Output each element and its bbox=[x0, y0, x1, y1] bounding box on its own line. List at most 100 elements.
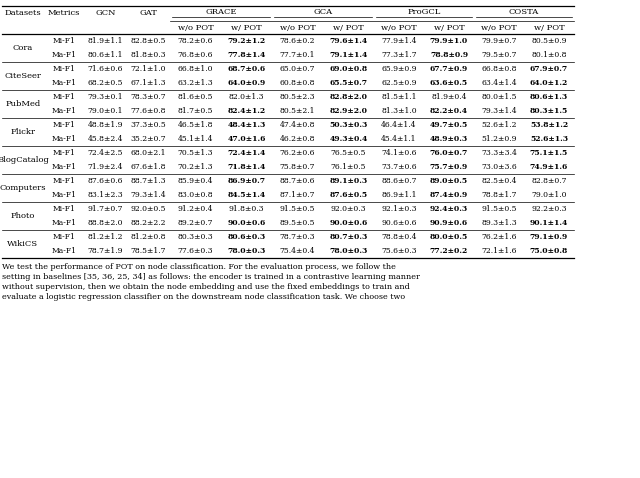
Text: 82.8±0.5: 82.8±0.5 bbox=[131, 37, 166, 45]
Text: 81.8±0.3: 81.8±0.3 bbox=[131, 51, 166, 59]
Text: 67.6±1.8: 67.6±1.8 bbox=[131, 163, 166, 171]
Text: 71.6±0.6: 71.6±0.6 bbox=[88, 65, 124, 73]
Text: 72.4±1.4: 72.4±1.4 bbox=[227, 149, 266, 157]
Text: 65.9±0.9: 65.9±0.9 bbox=[381, 65, 417, 73]
Text: 64.0±1.2: 64.0±1.2 bbox=[530, 79, 568, 87]
Text: Mi-F1: Mi-F1 bbox=[52, 121, 76, 129]
Text: 66.8±0.8: 66.8±0.8 bbox=[481, 65, 516, 73]
Text: 76.1±0.5: 76.1±0.5 bbox=[331, 163, 366, 171]
Text: 71.9±2.4: 71.9±2.4 bbox=[88, 163, 124, 171]
Text: 80.3±1.5: 80.3±1.5 bbox=[530, 107, 568, 115]
Text: 79.3±1.4: 79.3±1.4 bbox=[481, 107, 517, 115]
Text: 90.9±0.6: 90.9±0.6 bbox=[430, 219, 468, 227]
Text: 90.0±0.6: 90.0±0.6 bbox=[227, 219, 266, 227]
Text: 52.6±1.2: 52.6±1.2 bbox=[481, 121, 516, 129]
Text: 88.8±2.0: 88.8±2.0 bbox=[88, 219, 124, 227]
Text: 80.7±0.3: 80.7±0.3 bbox=[330, 233, 368, 241]
Text: 48.9±0.3: 48.9±0.3 bbox=[430, 135, 468, 143]
Text: 86.9±1.1: 86.9±1.1 bbox=[381, 191, 417, 199]
Text: 88.7±0.6: 88.7±0.6 bbox=[280, 177, 316, 185]
Text: 81.7±0.5: 81.7±0.5 bbox=[178, 107, 213, 115]
Text: 53.8±1.2: 53.8±1.2 bbox=[530, 121, 568, 129]
Text: 80.3±0.3: 80.3±0.3 bbox=[178, 233, 213, 241]
Text: 73.7±0.6: 73.7±0.6 bbox=[381, 163, 417, 171]
Text: 47.0±1.6: 47.0±1.6 bbox=[227, 135, 266, 143]
Text: 80.5±2.3: 80.5±2.3 bbox=[280, 93, 316, 101]
Text: w/ POT: w/ POT bbox=[534, 23, 564, 32]
Text: 87.1±0.7: 87.1±0.7 bbox=[280, 191, 316, 199]
Text: 82.0±1.3: 82.0±1.3 bbox=[228, 93, 264, 101]
Text: 74.1±0.6: 74.1±0.6 bbox=[381, 149, 417, 157]
Text: w/o POT: w/o POT bbox=[178, 23, 213, 32]
Text: 81.3±1.0: 81.3±1.0 bbox=[381, 107, 417, 115]
Text: 75.8±0.7: 75.8±0.7 bbox=[280, 163, 316, 171]
Text: 89.0±0.5: 89.0±0.5 bbox=[430, 177, 468, 185]
Text: Mi-F1: Mi-F1 bbox=[52, 93, 76, 101]
Text: 76.2±0.6: 76.2±0.6 bbox=[280, 149, 316, 157]
Text: 83.0±0.8: 83.0±0.8 bbox=[178, 191, 213, 199]
Text: 89.3±1.3: 89.3±1.3 bbox=[481, 219, 517, 227]
Text: 46.4±1.4: 46.4±1.4 bbox=[381, 121, 417, 129]
Text: 92.4±0.3: 92.4±0.3 bbox=[430, 205, 468, 213]
Text: 63.6±0.5: 63.6±0.5 bbox=[430, 79, 468, 87]
Text: 87.4±0.9: 87.4±0.9 bbox=[430, 191, 468, 199]
Text: 91.5±0.5: 91.5±0.5 bbox=[481, 205, 516, 213]
Text: 90.0±0.6: 90.0±0.6 bbox=[330, 219, 367, 227]
Text: 81.6±0.5: 81.6±0.5 bbox=[178, 93, 213, 101]
Text: 76.2±1.6: 76.2±1.6 bbox=[481, 233, 516, 241]
Text: 81.2±1.2: 81.2±1.2 bbox=[88, 233, 124, 241]
Text: without supervision, then we obtain the node embedding and use the fixed embeddi: without supervision, then we obtain the … bbox=[2, 283, 410, 291]
Text: 45.4±1.1: 45.4±1.1 bbox=[381, 135, 417, 143]
Text: 51.2±0.9: 51.2±0.9 bbox=[481, 135, 516, 143]
Text: 82.5±0.4: 82.5±0.4 bbox=[481, 177, 516, 185]
Text: w/o POT: w/o POT bbox=[481, 23, 517, 32]
Text: 78.2±0.6: 78.2±0.6 bbox=[178, 37, 213, 45]
Text: 77.6±0.3: 77.6±0.3 bbox=[178, 247, 213, 255]
Text: 86.9±0.7: 86.9±0.7 bbox=[227, 177, 266, 185]
Text: 90.6±0.6: 90.6±0.6 bbox=[381, 219, 417, 227]
Text: 82.9±2.0: 82.9±2.0 bbox=[330, 107, 367, 115]
Text: 81.5±1.1: 81.5±1.1 bbox=[381, 93, 417, 101]
Text: w/ POT: w/ POT bbox=[434, 23, 465, 32]
Text: Ma-F1: Ma-F1 bbox=[51, 79, 77, 87]
Text: 48.4±1.3: 48.4±1.3 bbox=[227, 121, 266, 129]
Text: 82.4±1.2: 82.4±1.2 bbox=[227, 107, 266, 115]
Text: 49.3±0.4: 49.3±0.4 bbox=[330, 135, 368, 143]
Text: COSTA: COSTA bbox=[509, 8, 539, 15]
Text: 74.9±1.6: 74.9±1.6 bbox=[530, 163, 568, 171]
Text: 72.1±1.6: 72.1±1.6 bbox=[481, 247, 516, 255]
Text: 71.8±1.4: 71.8±1.4 bbox=[227, 163, 266, 171]
Text: 80.1±0.8: 80.1±0.8 bbox=[531, 51, 567, 59]
Text: ProGCL: ProGCL bbox=[407, 8, 441, 15]
Text: 46.2±0.8: 46.2±0.8 bbox=[280, 135, 316, 143]
Text: 68.7±0.6: 68.7±0.6 bbox=[227, 65, 266, 73]
Text: 60.8±0.8: 60.8±0.8 bbox=[280, 79, 316, 87]
Text: GCN: GCN bbox=[95, 9, 116, 17]
Text: 65.5±0.7: 65.5±0.7 bbox=[330, 79, 367, 87]
Text: 81.2±0.8: 81.2±0.8 bbox=[131, 233, 166, 241]
Text: 89.1±0.3: 89.1±0.3 bbox=[330, 177, 367, 185]
Text: 92.1±0.3: 92.1±0.3 bbox=[381, 205, 417, 213]
Text: 79.5±0.7: 79.5±0.7 bbox=[481, 51, 516, 59]
Text: 72.4±2.5: 72.4±2.5 bbox=[88, 149, 124, 157]
Text: w/ POT: w/ POT bbox=[333, 23, 364, 32]
Text: 82.8±0.7: 82.8±0.7 bbox=[531, 177, 567, 185]
Text: 73.3±3.4: 73.3±3.4 bbox=[481, 149, 517, 157]
Text: 79.3±0.1: 79.3±0.1 bbox=[88, 93, 124, 101]
Text: 67.9±0.7: 67.9±0.7 bbox=[530, 65, 568, 73]
Text: 89.2±0.7: 89.2±0.7 bbox=[178, 219, 213, 227]
Text: Mi-F1: Mi-F1 bbox=[52, 37, 76, 45]
Text: 52.6±1.3: 52.6±1.3 bbox=[530, 135, 568, 143]
Text: 80.6±0.3: 80.6±0.3 bbox=[227, 233, 266, 241]
Text: 81.9±1.1: 81.9±1.1 bbox=[88, 37, 124, 45]
Text: 80.6±1.3: 80.6±1.3 bbox=[530, 93, 568, 101]
Text: Mi-F1: Mi-F1 bbox=[52, 205, 76, 213]
Text: Ma-F1: Ma-F1 bbox=[51, 107, 77, 115]
Text: 91.8±0.3: 91.8±0.3 bbox=[228, 205, 264, 213]
Text: GRACE: GRACE bbox=[205, 8, 237, 15]
Text: 78.8±1.7: 78.8±1.7 bbox=[481, 191, 516, 199]
Text: 79.9±0.7: 79.9±0.7 bbox=[481, 37, 516, 45]
Text: 78.0±0.3: 78.0±0.3 bbox=[227, 247, 266, 255]
Text: 80.5±2.1: 80.5±2.1 bbox=[280, 107, 316, 115]
Text: Ma-F1: Ma-F1 bbox=[51, 247, 77, 255]
